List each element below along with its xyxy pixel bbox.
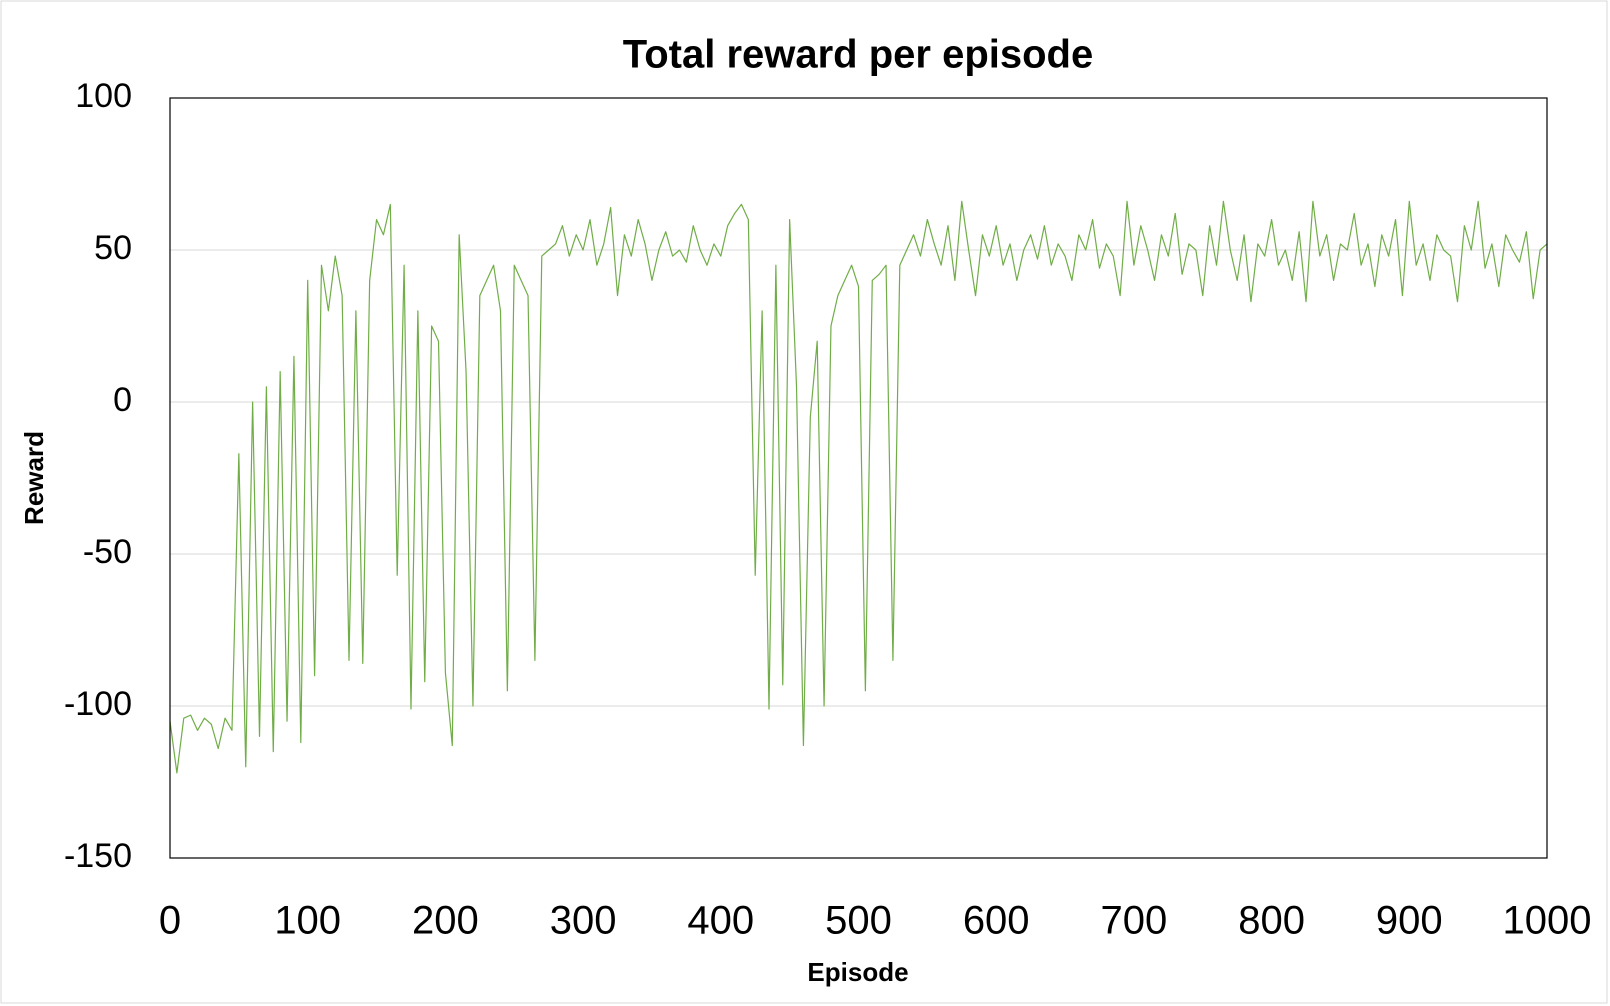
x-tick-label: 900 (1376, 899, 1443, 943)
y-tick-label: 0 (113, 381, 132, 419)
x-tick-label: 400 (687, 899, 754, 943)
y-tick-label: 100 (75, 77, 132, 115)
y-tick-label: -150 (64, 837, 132, 875)
x-tick-label: 600 (963, 899, 1030, 943)
x-tick-label: 200 (412, 899, 479, 943)
plot-border (169, 97, 1548, 859)
x-tick-label: 0 (159, 899, 181, 943)
x-tick-label: 500 (825, 899, 892, 943)
y-tick-label: -100 (64, 685, 132, 723)
x-tick-label: 700 (1101, 899, 1168, 943)
x-tick-label: 1000 (1503, 899, 1592, 943)
x-tick-label: 300 (550, 899, 617, 943)
x-tick-label: 100 (274, 899, 341, 943)
y-tick-label: -50 (83, 533, 132, 571)
x-axis-title: Episode (807, 957, 908, 987)
chart-title: Total reward per episode (623, 33, 1094, 77)
line-series (169, 200, 1548, 774)
y-tick-label: 50 (94, 229, 132, 267)
x-tick-label: 800 (1238, 899, 1305, 943)
y-axis-title: Reward (19, 431, 49, 525)
